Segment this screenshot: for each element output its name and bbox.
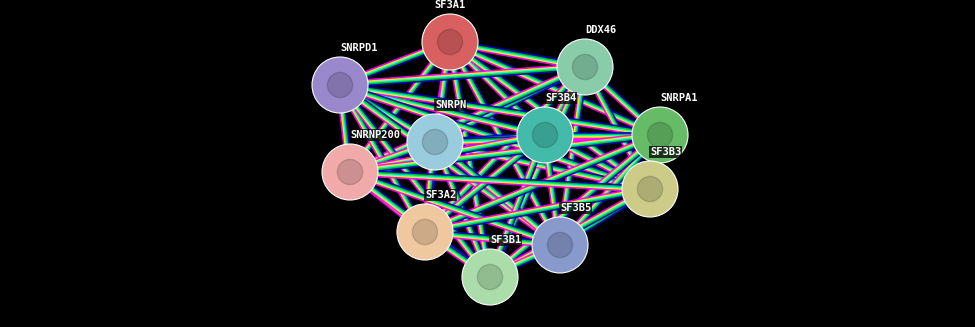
Circle shape (322, 144, 378, 200)
Text: DDX46: DDX46 (585, 25, 616, 35)
Circle shape (462, 249, 518, 305)
Text: SNRPN: SNRPN (435, 100, 466, 110)
Circle shape (517, 107, 573, 163)
Text: SF3B4: SF3B4 (545, 93, 576, 103)
Circle shape (572, 54, 598, 79)
Circle shape (647, 122, 673, 147)
Circle shape (422, 14, 478, 70)
Circle shape (622, 161, 678, 217)
Text: SF3A1: SF3A1 (435, 0, 466, 10)
Circle shape (412, 219, 438, 245)
Circle shape (438, 29, 462, 55)
Circle shape (422, 129, 448, 155)
Text: SNRNP200: SNRNP200 (350, 130, 400, 140)
Text: SNRPA1: SNRPA1 (660, 93, 697, 103)
Text: SF3B1: SF3B1 (490, 235, 522, 245)
Circle shape (397, 204, 453, 260)
Circle shape (557, 39, 613, 95)
Circle shape (632, 107, 688, 163)
Circle shape (532, 217, 588, 273)
Circle shape (337, 159, 363, 185)
Circle shape (478, 265, 502, 290)
Text: SF3B5: SF3B5 (560, 203, 591, 213)
Circle shape (638, 176, 663, 202)
Circle shape (547, 232, 572, 258)
Circle shape (532, 122, 558, 147)
Circle shape (407, 114, 463, 170)
Circle shape (328, 72, 353, 97)
Circle shape (312, 57, 368, 113)
Text: SF3A2: SF3A2 (425, 190, 456, 200)
Text: SF3B3: SF3B3 (650, 147, 682, 157)
Text: SNRPD1: SNRPD1 (340, 43, 377, 53)
